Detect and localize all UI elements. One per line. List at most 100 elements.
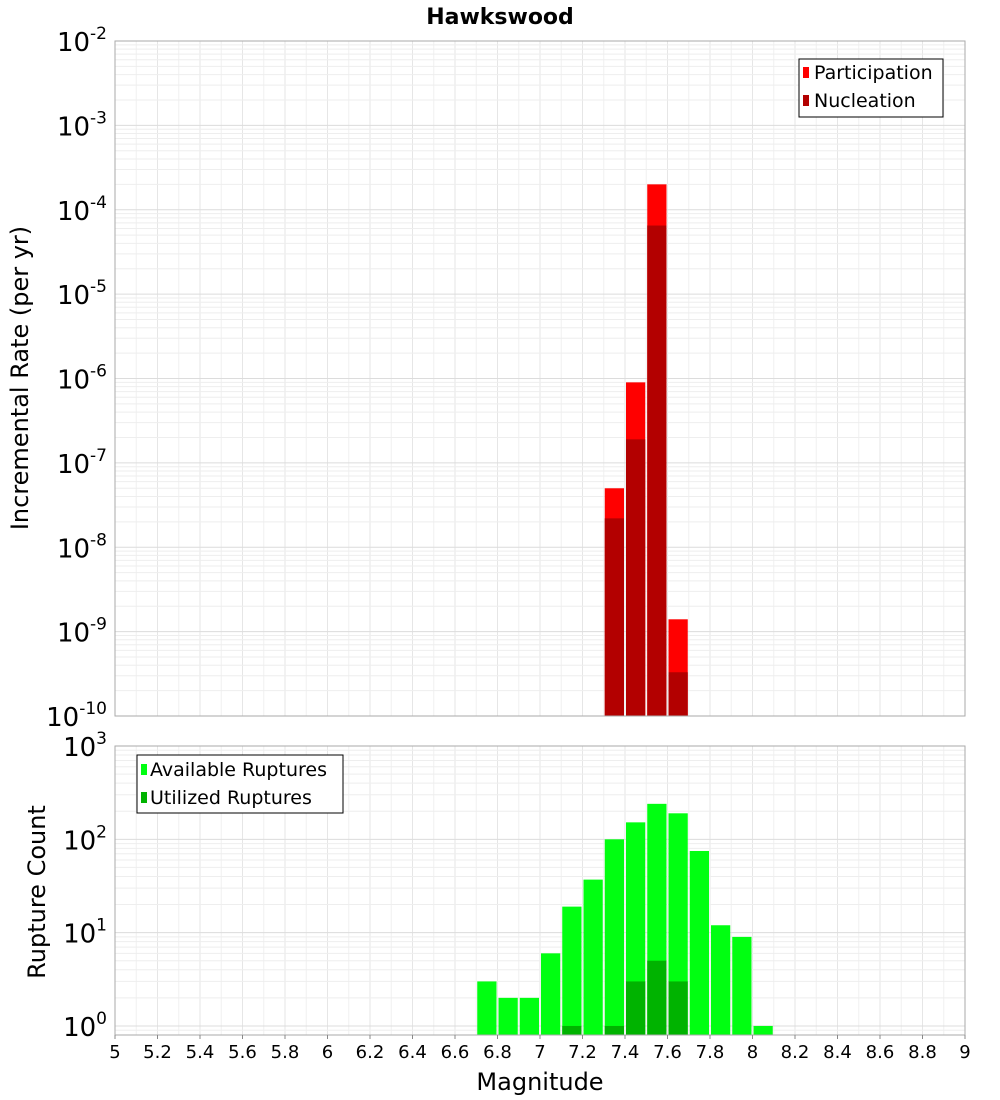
rate-gridlines bbox=[114, 40, 966, 717]
x-tick-label: 7.2 bbox=[568, 1042, 597, 1063]
count-bar-a bbox=[732, 936, 752, 1035]
available-legend-label: Available Ruptures bbox=[150, 759, 327, 781]
y-tick-exponent: -10 bbox=[79, 699, 107, 719]
count-legend-box bbox=[136, 754, 344, 814]
rate-bar-b bbox=[647, 225, 667, 716]
x-tick-label: 8.8 bbox=[908, 1042, 937, 1063]
count-bar-a bbox=[562, 906, 582, 1035]
y-tick-label: 10-5 bbox=[57, 277, 107, 311]
x-tick-labels: 5 5.2 5.4 5.6 5.8 6 6.2 6.4 6.6 6.8 7 7.2 7.4 7.6 7.8 8… bbox=[109, 1035, 971, 1063]
count-bar-b bbox=[626, 981, 646, 1035]
count-bar-b bbox=[562, 1025, 582, 1035]
y-tick-label: 10-3 bbox=[57, 108, 107, 142]
y-tick-exponent: -5 bbox=[90, 277, 107, 297]
y-tick-base: 10 bbox=[57, 28, 90, 58]
x-tick-label: 6.2 bbox=[356, 1042, 385, 1063]
y-tick-base: 10 bbox=[57, 450, 90, 480]
y-tick-base: 10 bbox=[57, 619, 90, 649]
y-tick-label: 10-10 bbox=[46, 699, 107, 733]
y-tick-base: 10 bbox=[63, 826, 96, 856]
x-tick-label: 5.6 bbox=[228, 1042, 257, 1063]
y-tick-base: 10 bbox=[63, 1013, 96, 1043]
x-tick-label: 7.4 bbox=[611, 1042, 640, 1063]
x-tick-label: 6 bbox=[322, 1042, 333, 1063]
count-bar-a bbox=[604, 839, 624, 1035]
rate-bar-b bbox=[626, 439, 646, 716]
y-tick-exponent: 0 bbox=[96, 1009, 107, 1029]
x-tick-label: 5 bbox=[109, 1042, 120, 1063]
x-tick-label: 7.6 bbox=[653, 1042, 682, 1063]
y-tick-exponent: 3 bbox=[96, 729, 107, 749]
x-tick-label: 7.8 bbox=[696, 1042, 725, 1063]
y-tick-exponent: -4 bbox=[90, 193, 107, 213]
count-bar-a bbox=[753, 1025, 773, 1035]
rate-plot-border bbox=[114, 40, 966, 717]
y-tick-label: 103 bbox=[63, 729, 107, 763]
y-tick-label: 10-7 bbox=[57, 446, 107, 480]
y-tick-base: 10 bbox=[57, 281, 90, 311]
y-tick-label: 10-2 bbox=[57, 24, 107, 58]
x-tick-label: 6.6 bbox=[441, 1042, 470, 1063]
y-tick-base: 10 bbox=[63, 920, 96, 950]
x-tick-label: 5.8 bbox=[271, 1042, 300, 1063]
y-tick-label: 101 bbox=[63, 916, 107, 950]
rate-y-axis-label: Incremental Rate (per yr) bbox=[6, 226, 34, 530]
count-bar-a bbox=[498, 997, 518, 1035]
x-tick-label: 5.4 bbox=[186, 1042, 215, 1063]
y-tick-exponent: 2 bbox=[96, 822, 107, 842]
y-tick-label: 10-4 bbox=[57, 193, 107, 227]
x-tick-label: 9 bbox=[959, 1042, 970, 1063]
rate-bar-b bbox=[668, 672, 688, 716]
count-bar-a bbox=[668, 813, 688, 1035]
rate-legend: Participation Nucleation bbox=[798, 58, 944, 118]
available-legend-swatch bbox=[141, 764, 147, 775]
y-tick-base: 10 bbox=[46, 703, 79, 733]
y-tick-label: 102 bbox=[63, 822, 107, 856]
x-tick-label: 8.2 bbox=[781, 1042, 810, 1063]
count-bars bbox=[477, 803, 773, 1035]
count-y-axis-label: Rupture Count bbox=[23, 805, 51, 979]
count-bar-a bbox=[477, 981, 497, 1035]
nucleation-legend-swatch bbox=[803, 95, 809, 106]
y-tick-base: 10 bbox=[57, 197, 90, 227]
y-tick-exponent: 1 bbox=[96, 916, 107, 936]
x-axis-label: Magnitude bbox=[476, 1068, 603, 1096]
participation-legend-label: Participation bbox=[814, 62, 933, 84]
utilized-legend-label: Utilized Ruptures bbox=[150, 787, 312, 809]
count-bar-a bbox=[689, 850, 709, 1035]
rate-legend-box bbox=[798, 58, 944, 118]
count-bar-a bbox=[711, 925, 731, 1035]
y-tick-exponent: -3 bbox=[90, 108, 107, 128]
count-bar-b bbox=[647, 960, 667, 1035]
x-tick-label: 6.8 bbox=[483, 1042, 512, 1063]
y-tick-exponent: -6 bbox=[90, 362, 107, 382]
participation-legend-swatch bbox=[803, 67, 809, 78]
x-tick-label: 7 bbox=[534, 1042, 545, 1063]
y-tick-label: 10-8 bbox=[57, 530, 107, 564]
count-bar-b bbox=[668, 981, 688, 1035]
y-tick-label: 10-9 bbox=[57, 615, 107, 649]
x-tick-label: 6.4 bbox=[398, 1042, 427, 1063]
y-tick-label: 10-6 bbox=[57, 362, 107, 396]
y-tick-exponent: -2 bbox=[90, 24, 107, 44]
y-tick-exponent: -8 bbox=[90, 530, 107, 550]
count-bar-b bbox=[604, 1025, 624, 1035]
rate-bars bbox=[604, 184, 688, 717]
count-legend: Available Ruptures Utilized Ruptures bbox=[136, 754, 344, 814]
x-tick-label: 5.2 bbox=[143, 1042, 172, 1063]
y-tick-base: 10 bbox=[57, 534, 90, 564]
chart-title: Hawkswood bbox=[426, 5, 574, 30]
y-tick-label: 100 bbox=[63, 1009, 107, 1043]
y-tick-exponent: -7 bbox=[90, 446, 107, 466]
y-tick-base: 10 bbox=[63, 733, 96, 763]
utilized-legend-swatch bbox=[141, 792, 147, 803]
rate-bar-b bbox=[604, 518, 624, 716]
x-tick-label: 8.6 bbox=[866, 1042, 895, 1063]
count-bar-a bbox=[519, 997, 539, 1035]
count-bar-a bbox=[583, 879, 603, 1035]
